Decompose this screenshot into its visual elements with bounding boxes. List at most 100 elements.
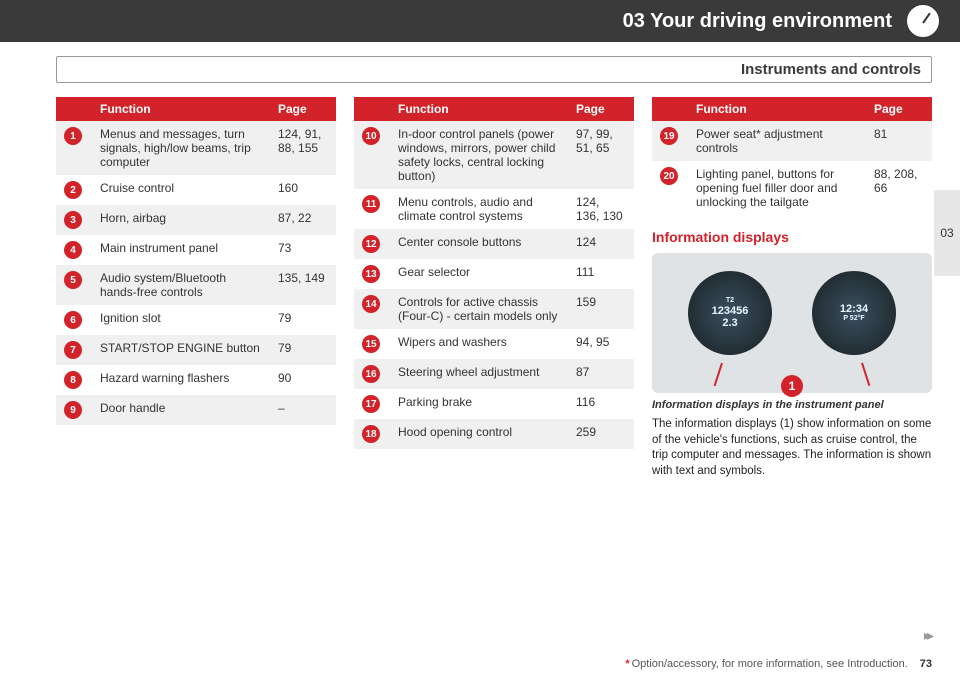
row-func: Door handle [92,395,270,425]
table-row: 8 Hazard warning flashers90 [56,365,336,395]
dial-trip: 2.3 [712,317,749,329]
row-page: 87, 22 [270,205,336,235]
row-page: 160 [270,175,336,205]
section-title-bar: Instruments and controls [56,56,932,83]
row-number-icon: 16 [362,365,380,383]
table-row: 10 In-door control panels (power windows,… [354,121,634,189]
dial-side-label: T2 [712,297,749,305]
row-page: 81 [866,121,932,161]
side-tab-number: 03 [940,226,953,240]
section-title: Instruments and controls [741,61,921,78]
dial-gear-temp: P 52°F [840,315,868,323]
row-page: 94, 95 [568,329,634,359]
row-func: Steering wheel adjustment [390,359,568,389]
row-func: Cruise control [92,175,270,205]
row-number-icon: 19 [660,127,678,145]
row-number-icon: 18 [362,425,380,443]
table-row: 9 Door handle– [56,395,336,425]
row-func: Gear selector [390,259,568,289]
function-table-2: FunctionPage 10In-door control panels (p… [354,97,634,449]
content-columns: FunctionPage 1Menus and messages, turn s… [0,97,960,479]
table-row: 20Lighting panel, buttons for opening fu… [652,161,932,215]
row-func: Center console buttons [390,229,568,259]
dial-clock: 12:34 [840,303,868,315]
table-row: 19 Power seat* adjustment controls81 [652,121,932,161]
th-function: Function [390,97,568,121]
footer-note: Option/accessory, for more information, … [632,658,908,670]
table-row: 17 Parking brake116 [354,389,634,419]
row-func: Ignition slot [92,305,270,335]
th-function: Function [688,97,866,121]
row-number-icon: 17 [362,395,380,413]
row-number-icon: 20 [660,167,678,185]
row-func: Hazard warning flashers [92,365,270,395]
row-number-icon: 15 [362,335,380,353]
row-page: 124, 136, 130 [568,189,634,229]
row-page: – [270,395,336,425]
column-3: FunctionPage 19 Power seat* adjustment co… [652,97,932,479]
table-row: 12 Center console buttons124 [354,229,634,259]
row-number-icon: 5 [64,271,82,289]
gauge-icon [906,4,940,38]
table-row: 15 Wipers and washers94, 95 [354,329,634,359]
row-page: 124, 91, 88, 155 [270,121,336,175]
row-page: 79 [270,305,336,335]
row-page: 259 [568,419,634,449]
column-1: FunctionPage 1Menus and messages, turn s… [56,97,336,479]
row-page: 90 [270,365,336,395]
row-number-icon: 12 [362,235,380,253]
right-dial-icon: 12:34 P 52°F [812,271,896,355]
instrument-panel-illustration: T2 123456 2.3 12:34 P 52°F 1 [652,253,932,393]
info-displays-heading: Information displays [652,229,932,245]
row-number-icon: 14 [362,295,380,313]
row-func: Menus and messages, turn signals, high/l… [92,121,270,175]
row-number-icon: 10 [362,127,380,145]
row-page: 79 [270,335,336,365]
row-func: Controls for active chassis (Four-C) - c… [390,289,568,329]
row-func: Menu controls, audio and climate control… [390,189,568,229]
table-row: 5Audio system/Bluetooth hands-free contr… [56,265,336,305]
th-function: Function [92,97,270,121]
row-number-icon: 9 [64,401,82,419]
function-table-1: FunctionPage 1Menus and messages, turn s… [56,97,336,425]
row-func: Horn, airbag [92,205,270,235]
column-2: FunctionPage 10In-door control panels (p… [354,97,634,479]
info-body-text: The information displays (1) show inform… [652,417,932,479]
table-row: 18Hood opening control259 [354,419,634,449]
table-row: 16 Steering wheel adjustment87 [354,359,634,389]
row-number-icon: 3 [64,211,82,229]
row-func: Wipers and washers [390,329,568,359]
table-row: 1 Menus and messages, turn signals, high/… [56,121,336,175]
row-page: 116 [568,389,634,419]
row-number-icon: 4 [64,241,82,259]
row-func: Power seat* adjustment controls [688,121,866,161]
chapter-side-tab: 03 [934,190,960,276]
table-row: 2Cruise control160 [56,175,336,205]
row-page: 159 [568,289,634,329]
row-number-icon: 1 [64,127,82,145]
page-footer: * Option/accessory, for more information… [56,658,932,670]
row-page: 111 [568,259,634,289]
table-row: 4Main instrument panel73 [56,235,336,265]
callout-number-icon: 1 [781,375,803,397]
table-row: 7START/STOP ENGINE button79 [56,335,336,365]
row-page: 97, 99, 51, 65 [568,121,634,189]
th-page: Page [866,97,932,121]
table-row: 6Ignition slot79 [56,305,336,335]
row-page: 135, 149 [270,265,336,305]
illustration-caption: Information displays in the instrument p… [652,399,932,411]
chapter-title: 03 Your driving environment [623,10,892,33]
row-func: Parking brake [390,389,568,419]
row-number-icon: 13 [362,265,380,283]
row-func: In-door control panels (power windows, m… [390,121,568,189]
table-row: 14 Controls for active chassis (Four-C) -… [354,289,634,329]
row-func: Main instrument panel [92,235,270,265]
row-page: 88, 208, 66 [866,161,932,215]
row-number-icon: 8 [64,371,82,389]
row-page: 124 [568,229,634,259]
row-page: 87 [568,359,634,389]
row-number-icon: 11 [362,195,380,213]
table-row: 3 Horn, airbag87, 22 [56,205,336,235]
table-row: 13 Gear selector111 [354,259,634,289]
continues-icon: ▸▸ [924,627,930,644]
